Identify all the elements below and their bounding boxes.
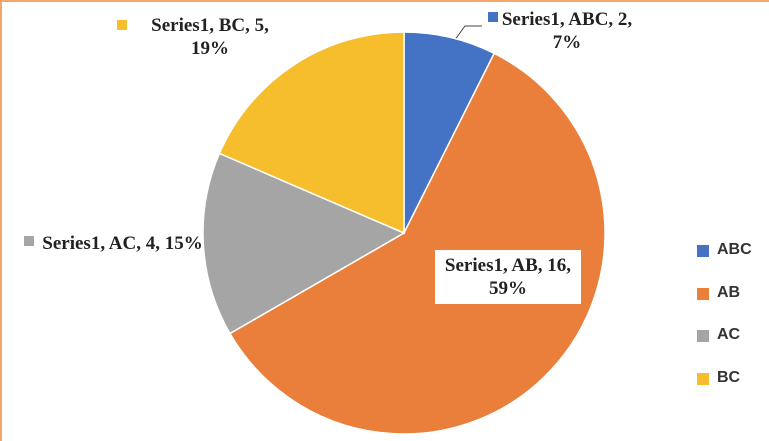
data-label: Series1, ABC, 2, 7% xyxy=(501,9,633,53)
pie-slice xyxy=(202,152,406,335)
legend-swatch xyxy=(697,287,709,300)
pie-slice xyxy=(218,31,405,235)
legend-swatch xyxy=(697,372,709,385)
legend-label: AB xyxy=(717,283,741,301)
legend-label: AC xyxy=(717,326,741,343)
legend-label: ABC xyxy=(717,241,752,258)
pie-slice xyxy=(228,52,606,435)
data-label: Series1, BC, 5, 19% xyxy=(151,15,269,59)
label-marker xyxy=(117,20,127,30)
label-marker xyxy=(488,12,498,22)
legend-label: BC xyxy=(717,368,741,386)
label-marker xyxy=(24,236,34,246)
data-label: Series1, AB, 16, 59% xyxy=(435,250,581,304)
legend-swatch xyxy=(697,245,709,257)
legend-swatch xyxy=(697,330,709,342)
data-label: Series1, AC, 4, 15% xyxy=(42,233,203,254)
